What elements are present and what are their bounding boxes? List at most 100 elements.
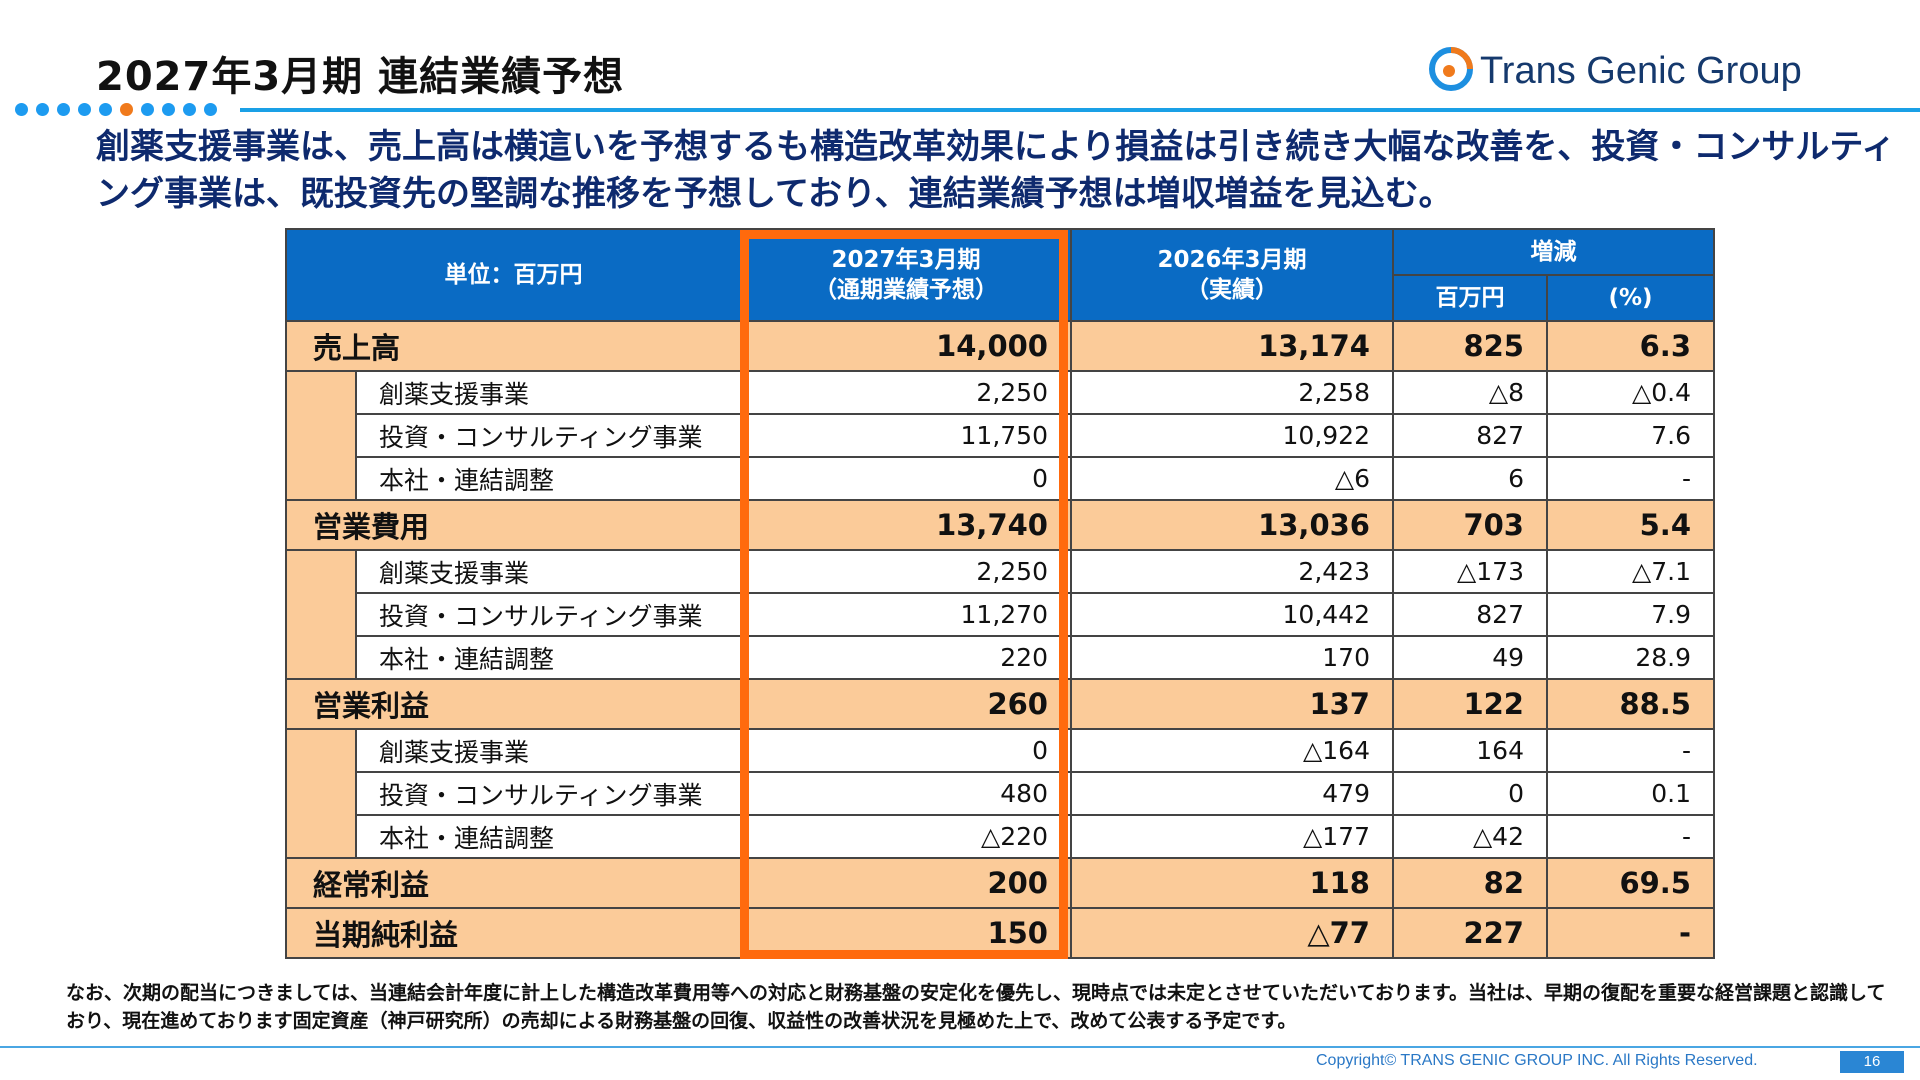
row-label: 創薬支援事業	[355, 549, 742, 594]
cell-pct: 7.6	[1546, 413, 1715, 458]
row-label: 本社・連結調整	[355, 635, 742, 680]
dot-icon	[162, 103, 175, 116]
row-label: 営業費用	[285, 499, 742, 551]
header-divider	[240, 108, 1920, 112]
row-label: 投資・コンサルティング事業	[355, 592, 742, 637]
table-row-major: 売上高 14,000 13,174 825 6.3	[285, 320, 1715, 372]
dot-icon	[57, 103, 70, 116]
table-row-major: 営業費用 13,740 13,036 703 5.4	[285, 499, 1715, 551]
cell-diff: 227	[1392, 907, 1548, 959]
footer-divider	[0, 1046, 1920, 1048]
row-label: 当期純利益	[285, 907, 742, 959]
table-row-sub: 投資・コンサルティング事業 480 479 0 0.1	[286, 771, 1715, 816]
company-logo: Trans Genic Group	[1428, 44, 1820, 100]
page-title: 2027年3月期 連結業績予想	[96, 54, 625, 100]
cell-actual: △164	[1070, 728, 1394, 773]
cell-pct: △7.1	[1546, 549, 1715, 594]
table-row-major: 当期純利益 150 △77 227-	[285, 907, 1715, 959]
row-indent	[285, 370, 357, 501]
cell-pct: 28.9	[1546, 635, 1715, 680]
cell-actual: △177	[1070, 814, 1394, 859]
cell-forecast: 13,740	[740, 499, 1072, 551]
header-change-amount: 百万円	[1392, 274, 1548, 322]
cell-pct: -	[1546, 728, 1715, 773]
dividend-note: なお、次期の配当につきましては、当連結会計年度に計上した構造改革費用等への対応と…	[66, 982, 1886, 1032]
cell-diff: △173	[1392, 549, 1548, 594]
cell-diff: 122	[1392, 678, 1548, 730]
earnings-forecast-table: 単位：百万円 2027年3月期 （通期業績予想） 2026年3月期 （実績） 増…	[285, 228, 1715, 959]
header-actual: 2026年3月期 （実績）	[1070, 228, 1394, 322]
table-row-major: 経常利益 200 118 82 69.5	[285, 857, 1715, 909]
logo-text: Trans Genic Group	[1480, 50, 1802, 92]
table-row-sub: 投資・コンサルティング事業 11,750 10,922 827 7.6	[286, 413, 1715, 458]
cell-pct: -	[1546, 456, 1715, 501]
cell-diff: 164	[1392, 728, 1548, 773]
cell-diff: 49	[1392, 635, 1548, 680]
cell-diff: 825	[1392, 320, 1548, 372]
header-unit: 単位：百万円	[285, 228, 742, 322]
dot-icon	[36, 103, 49, 116]
cell-forecast: 11,750	[740, 413, 1072, 458]
copyright: Copyright© TRANS GENIC GROUP INC. All Ri…	[1316, 1052, 1758, 1069]
cell-forecast: 150	[740, 907, 1072, 959]
row-label: 本社・連結調整	[355, 814, 742, 859]
row-label: 投資・コンサルティング事業	[355, 771, 742, 816]
row-label: 投資・コンサルティング事業	[355, 413, 742, 458]
row-label: 売上高	[285, 320, 742, 372]
headline: 創薬支援事業は、売上高は横這いを予想するも構造改革効果により損益は引き続き大幅な…	[96, 127, 1896, 214]
cell-diff: △8	[1392, 370, 1548, 415]
cell-pct: 5.4	[1546, 499, 1715, 551]
cell-forecast: 260	[740, 678, 1072, 730]
header-change-pct: (%)	[1546, 274, 1715, 322]
table-row-sub: 創薬支援事業 2,250 2,423 △173 △7.1	[285, 549, 1715, 680]
row-label: 経常利益	[285, 857, 742, 909]
cell-actual: 2,258	[1070, 370, 1394, 415]
cell-diff: △42	[1392, 814, 1548, 859]
cell-pct: 0.1	[1546, 771, 1715, 816]
row-label: 営業利益	[285, 678, 742, 730]
cell-forecast: 0	[740, 456, 1072, 501]
cell-pct: 69.5	[1546, 857, 1715, 909]
cell-forecast: 0	[740, 728, 1072, 773]
cell-forecast: 2,250	[740, 370, 1072, 415]
cell-diff: 827	[1392, 592, 1548, 637]
table-row-sub: 創薬支援事業 2,250 2,258 △8 △0.4	[285, 370, 1715, 501]
cell-actual: △6	[1070, 456, 1394, 501]
dot-icon	[78, 103, 91, 116]
cell-actual: 170	[1070, 635, 1394, 680]
cell-actual: 118	[1070, 857, 1394, 909]
cell-diff: 0	[1392, 771, 1548, 816]
table-row-sub: 本社・連結調整 △220 △177 △42-	[286, 814, 1715, 859]
cell-actual: 137	[1070, 678, 1394, 730]
cell-actual: 10,922	[1070, 413, 1394, 458]
cell-actual: 13,174	[1070, 320, 1394, 372]
header-change: 増減	[1392, 228, 1715, 276]
row-label: 創薬支援事業	[355, 370, 742, 415]
page-number: 16	[1840, 1051, 1904, 1073]
cell-pct: △0.4	[1546, 370, 1715, 415]
cell-diff: 82	[1392, 857, 1548, 909]
cell-pct: -	[1546, 814, 1715, 859]
cell-forecast: 200	[740, 857, 1072, 909]
row-indent	[285, 728, 357, 859]
table-row-sub: 投資・コンサルティング事業 11,270 10,442 827 7.9	[286, 592, 1715, 637]
row-indent	[285, 549, 357, 680]
cell-pct: 88.5	[1546, 678, 1715, 730]
table-row-sub: 本社・連結調整 220 170 49 28.9	[286, 635, 1715, 680]
cell-actual: 10,442	[1070, 592, 1394, 637]
dot-icon	[183, 103, 196, 116]
header-forecast: 2027年3月期 （通期業績予想）	[740, 228, 1072, 322]
cell-diff: 703	[1392, 499, 1548, 551]
table-row-sub: 創薬支援事業 0 △164 164-	[285, 728, 1715, 859]
dot-icon	[99, 103, 112, 116]
cell-diff: 6	[1392, 456, 1548, 501]
cell-actual: 2,423	[1070, 549, 1394, 594]
cell-forecast: 2,250	[740, 549, 1072, 594]
cell-pct: 6.3	[1546, 320, 1715, 372]
cell-actual: 13,036	[1070, 499, 1394, 551]
cell-forecast: 14,000	[740, 320, 1072, 372]
cell-pct: -	[1546, 907, 1715, 959]
dot-icon	[141, 103, 154, 116]
table-row-major: 営業利益 260 137 122 88.5	[285, 678, 1715, 730]
cell-actual: 479	[1070, 771, 1394, 816]
